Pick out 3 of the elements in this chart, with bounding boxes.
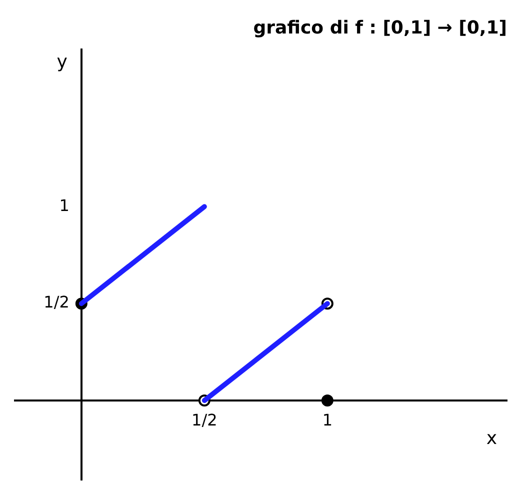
y-axis-title: y (56, 51, 68, 72)
chart-title: grafico di f : [0,1] → [0,1] (253, 17, 507, 38)
x-axis-title: x (486, 428, 498, 450)
